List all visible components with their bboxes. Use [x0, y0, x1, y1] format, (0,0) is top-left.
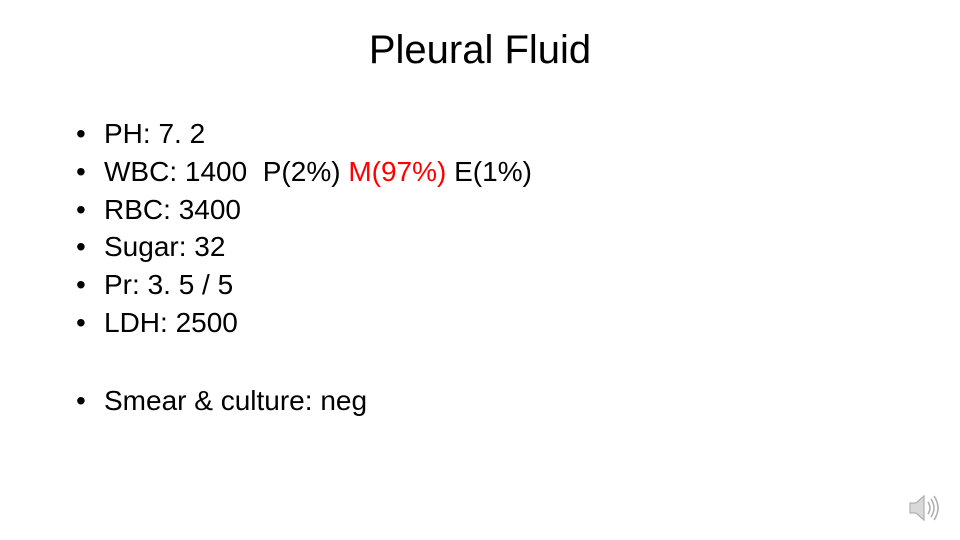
item-label: WBC — [104, 156, 169, 187]
bullet-list-2: Smear & culture: neg — [70, 382, 920, 420]
item-value: 1400 — [185, 156, 247, 187]
item-value: 3. 5 / 5 — [148, 269, 234, 300]
list-item: PH: 7. 2 — [70, 115, 920, 153]
speaker-icon — [906, 490, 942, 526]
list-item: Pr: 3. 5 / 5 — [70, 266, 920, 304]
list-item: WBC: 1400 P(2%) M(97%) E(1%) — [70, 153, 920, 191]
wbc-part-m: M(97%) — [348, 156, 446, 187]
item-value: 3400 — [179, 194, 241, 225]
wbc-part-e: E(1%) — [454, 156, 532, 187]
list-item: Sugar: 32 — [70, 228, 920, 266]
list-item: RBC: 3400 — [70, 191, 920, 229]
bullet-list-1: PH: 7. 2 WBC: 1400 P(2%) M(97%) E(1%) RB… — [70, 115, 920, 342]
slide: Pleural Fluid PH: 7. 2 WBC: 1400 P(2%) M… — [0, 0, 960, 540]
item-value: 7. 2 — [158, 118, 205, 149]
item-label: RBC — [104, 194, 163, 225]
wbc-part-p: P(2%) — [263, 156, 341, 187]
item-value: 2500 — [176, 307, 238, 338]
item-label: PH — [104, 118, 143, 149]
content-area: PH: 7. 2 WBC: 1400 P(2%) M(97%) E(1%) RB… — [40, 115, 920, 420]
list-item: Smear & culture: neg — [70, 382, 920, 420]
item-label: Pr — [104, 269, 132, 300]
spacer — [70, 342, 920, 382]
list-item: LDH: 2500 — [70, 304, 920, 342]
item-label: Sugar — [104, 231, 179, 262]
item-label: Smear & culture — [104, 385, 305, 416]
page-title: Pleural Fluid — [40, 28, 920, 73]
item-label: LDH — [104, 307, 160, 338]
item-value: 32 — [194, 231, 225, 262]
item-value: neg — [320, 385, 367, 416]
